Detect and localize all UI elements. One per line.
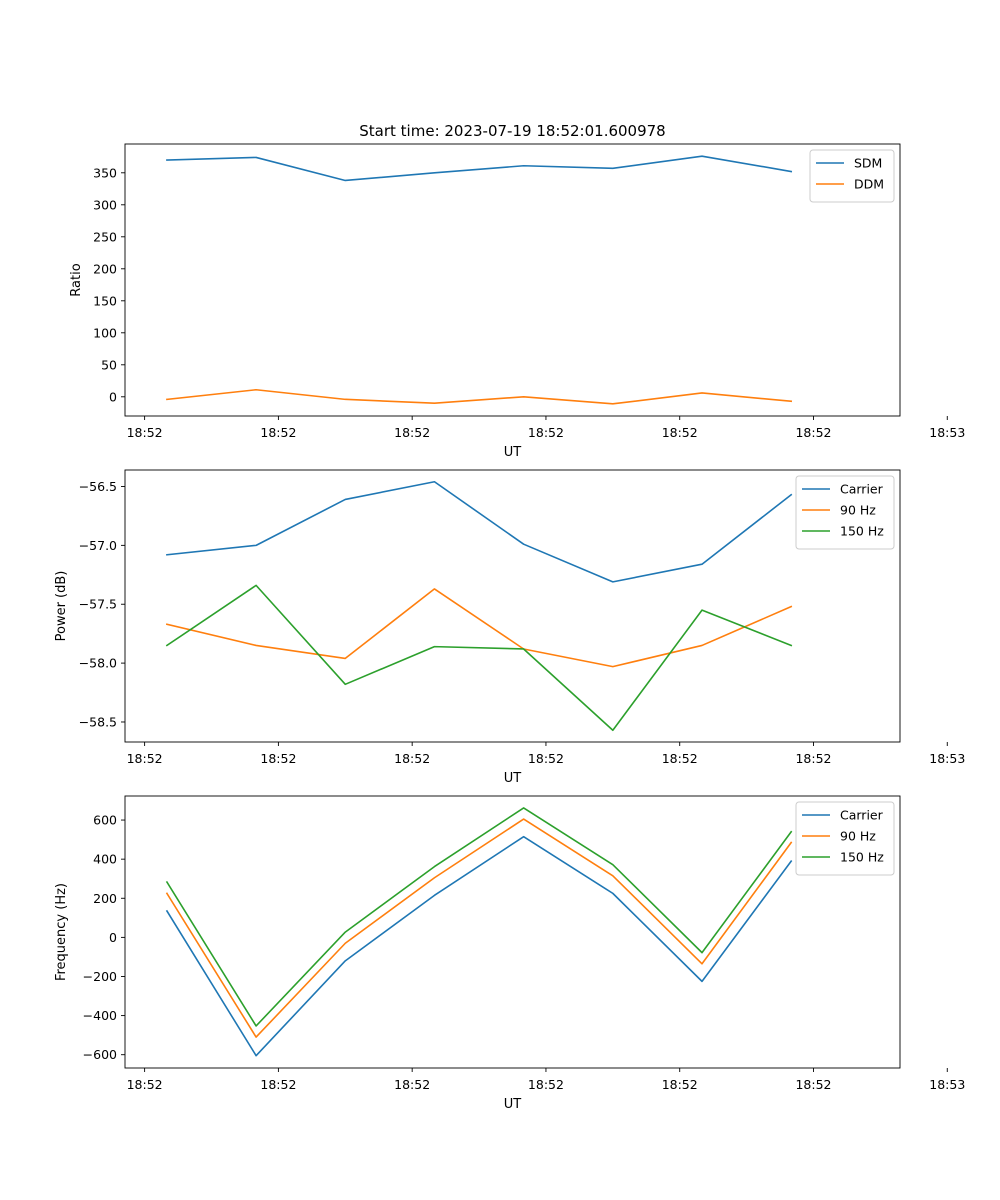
x-tick-label: 18:52 [260, 1077, 296, 1092]
legend-label: 150 Hz [840, 524, 884, 539]
y-tick-label: 0 [109, 930, 117, 945]
y-axis-label: Ratio [69, 263, 84, 296]
series-line-carrier [166, 480, 793, 583]
y-tick-label: 200 [93, 891, 117, 906]
y-tick-label: 250 [93, 229, 117, 244]
y-tick-label: −200 [83, 969, 117, 984]
y-tick-label: −57.0 [79, 538, 117, 553]
y-tick-label: 150 [93, 293, 117, 308]
y-axis-label: Frequency (Hz) [54, 883, 69, 981]
y-tick-label: 300 [93, 197, 117, 212]
x-tick-label: 18:52 [795, 1077, 831, 1092]
axes-frame [124, 143, 901, 417]
axes-frame [124, 795, 901, 1069]
series-line-ddm [166, 388, 793, 405]
y-tick-label: −58.0 [79, 656, 117, 671]
y-tick-label: −57.5 [79, 597, 117, 612]
y-tick-label: 0 [109, 389, 117, 404]
x-tick-label: 18:52 [394, 425, 430, 440]
series-line-carrier [165, 835, 793, 1057]
y-tick-label: 350 [93, 165, 117, 180]
y-tick-label: −400 [83, 1008, 117, 1023]
x-axis-label: UT [504, 445, 522, 460]
x-tick-label: 18:52 [528, 751, 564, 766]
legend-label: 150 Hz [840, 850, 884, 865]
x-tick-label: 18:52 [260, 425, 296, 440]
y-tick-label: 50 [101, 357, 117, 372]
figure-title: Start time: 2023-07-19 18:52:01.600978 [359, 122, 665, 140]
y-tick-label: −58.5 [79, 714, 117, 729]
chart-panel-2: 18:52 18:52 18:52 18:52 18:52 18:52 18:53 −58.5… [54, 469, 965, 786]
series-line-90-hz [165, 818, 793, 1038]
legend: Carrier 90 Hz 150 Hz [795, 801, 895, 876]
x-axis-label: UT [504, 771, 522, 786]
x-tick-label: 18:52 [260, 751, 296, 766]
x-axis-label: UT [504, 1097, 522, 1112]
x-tick-label: 18:52 [662, 1077, 698, 1092]
y-tick-label: −600 [83, 1047, 117, 1062]
x-tick-label: 18:53 [929, 751, 965, 766]
x-tick-label: 18:52 [528, 425, 564, 440]
y-tick-label: −56.5 [79, 479, 117, 494]
legend-label: 90 Hz [840, 503, 876, 518]
legend: SDM DDM [809, 149, 895, 203]
y-tick-label: 600 [93, 813, 117, 828]
x-tick-label: 18:53 [929, 425, 965, 440]
chart-panel-3: 18:52 18:52 18:52 18:52 18:52 18:52 18:53 −600 −… [54, 795, 965, 1112]
y-tick-label: 200 [93, 261, 117, 276]
legend: Carrier 90 Hz 150 Hz [795, 475, 895, 550]
x-tick-label: 18:52 [127, 1077, 163, 1092]
legend-label: SDM [854, 156, 882, 171]
y-tick-label: 100 [93, 325, 117, 340]
legend-label: Carrier [840, 482, 884, 497]
chart-panel-1: 18:52 18:52 18:52 18:52 18:52 18:52 18:53 0 50 10… [69, 143, 965, 460]
x-tick-label: 18:53 [929, 1077, 965, 1092]
legend-label: 90 Hz [840, 829, 876, 844]
x-tick-label: 18:52 [394, 751, 430, 766]
x-tick-label: 18:52 [662, 425, 698, 440]
x-tick-label: 18:52 [528, 1077, 564, 1092]
x-tick-label: 18:52 [127, 751, 163, 766]
x-tick-label: 18:52 [795, 751, 831, 766]
legend-label: DDM [854, 177, 884, 192]
series-line-150-hz [165, 807, 793, 1027]
series-line-90-hz [165, 588, 793, 668]
series-line-sdm [166, 155, 793, 182]
x-tick-label: 18:52 [795, 425, 831, 440]
axes-frame [124, 469, 901, 743]
y-axis-label: Power (dB) [54, 571, 69, 642]
x-tick-label: 18:52 [394, 1077, 430, 1092]
legend-label: Carrier [840, 808, 884, 823]
x-tick-label: 18:52 [662, 751, 698, 766]
y-tick-label: 400 [93, 852, 117, 867]
series-line-150-hz [165, 584, 793, 732]
x-tick-label: 18:52 [127, 425, 163, 440]
